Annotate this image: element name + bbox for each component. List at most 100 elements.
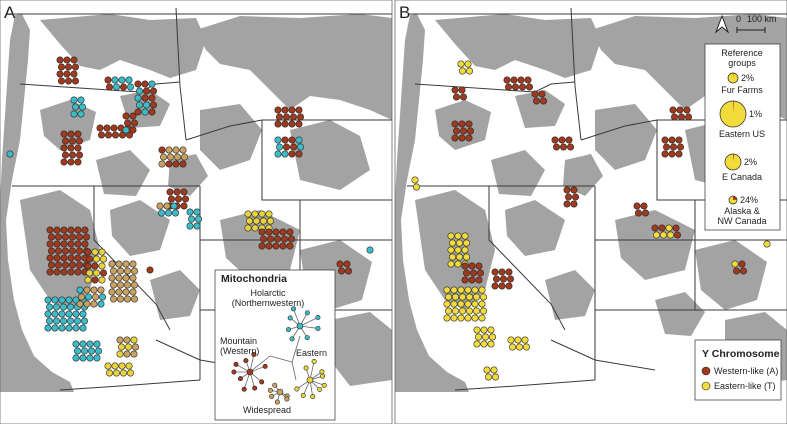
reference-group-name: Fur Farms [721,85,763,95]
sample-dot [167,153,175,161]
sample-dot [477,269,485,277]
sample-dot [658,224,666,232]
sample-dot [148,108,156,116]
sample-dot [275,113,283,121]
sample-dot [93,340,101,348]
sample-dot [172,146,180,154]
sample-dot [63,70,71,78]
sample-dot [673,231,681,239]
haplotype-node [303,365,309,371]
sample-dot [265,228,273,236]
sample-dot [524,76,532,84]
sample-dot [640,202,648,210]
sample-dot [450,314,458,322]
sample-dot [471,314,479,322]
sample-dot [551,136,559,144]
sample-dot [96,124,104,132]
sample-dot [53,254,61,262]
haplotype-network [231,306,327,405]
sample-dot [288,120,296,128]
sample-dot [531,90,539,98]
sample-dot [480,340,488,348]
sample-dot [51,324,59,332]
sample-dot [69,261,77,269]
sample-dot [457,60,465,68]
sample-dot [77,96,85,104]
sample-dot [110,267,118,275]
reference-group-name: Eastern US [719,129,765,139]
sample-dot [296,113,304,121]
sample-dot [74,130,82,138]
haplotype-node [306,376,314,384]
sample-dot [457,314,465,322]
sample-dot [70,96,78,104]
haplotype-node [231,369,237,375]
sample-dot [514,336,522,344]
sample-dot [272,242,280,250]
sample-dot [72,340,80,348]
sample-dot [670,113,678,121]
sample-dot [505,268,513,276]
sample-dot [67,268,75,276]
sample-dot [74,240,82,248]
sample-dot [287,235,295,243]
sample-dot [279,228,287,236]
sample-dot [280,235,288,243]
sample-dot [676,106,684,114]
haplotype-node [311,358,317,364]
sample-dot [463,253,471,261]
sample-dot [129,126,137,134]
sample-dot [464,286,472,294]
sample-dot [258,242,266,250]
sample-dot [251,210,259,218]
sample-dot [88,347,96,355]
sample-dot [668,150,676,158]
sample-dot [457,286,465,294]
sample-dot [134,80,142,88]
sample-dot [475,276,483,284]
haplotype-node [285,327,291,333]
sample-dot [98,276,106,284]
sample-dot [86,255,94,263]
sample-dot [288,106,296,114]
sample-dot [509,343,517,351]
sample-dot [141,108,149,116]
sample-dot [451,307,459,315]
sample-dot [141,94,149,102]
sample-dot [67,254,75,262]
sample-dot [57,77,65,85]
sample-dot [672,224,680,232]
sample-dot [115,260,123,268]
sample-dot [67,130,75,138]
sample-dot [266,235,274,243]
sample-dot [52,303,60,311]
sample-dot [70,56,78,64]
sample-dot [457,300,465,308]
sample-dot [118,76,126,84]
sample-dot [91,276,99,284]
sample-dot [251,224,259,232]
sample-dot [56,70,64,78]
sample-dot [533,97,541,105]
sample-dot [274,136,282,144]
haplotype-node [272,382,278,388]
reference-pie-percent: 2% [744,157,757,167]
scale-zero: 0 [736,14,741,24]
sample-dot [471,286,479,294]
sample-dot [482,333,490,341]
panel-a-sample-dots [6,56,374,377]
sample-dot [466,307,474,315]
sample-dot [54,261,62,269]
sample-dot [633,202,641,210]
sample-dot [274,106,282,114]
sample-dot [661,150,669,158]
sample-dot [130,336,138,344]
reference-pie-percent: 24% [740,195,758,205]
sample-dot [244,224,252,232]
sample-dot [480,326,488,334]
sample-dot [163,202,171,210]
sample-dot [51,310,59,318]
sample-dot [669,106,677,114]
sample-dot [512,83,520,91]
scale-bar [736,27,766,33]
